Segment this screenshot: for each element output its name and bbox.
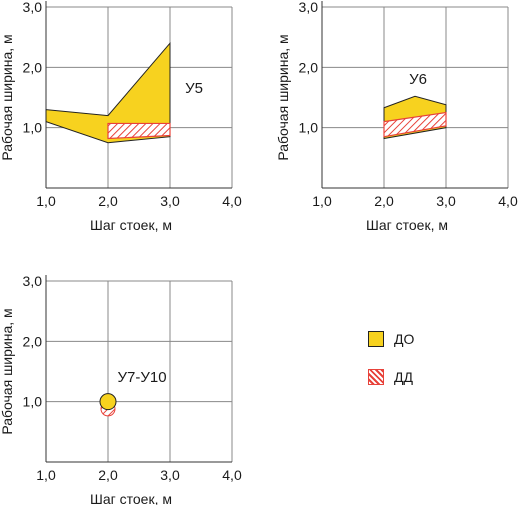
- series-area-dd: [383, 111, 447, 138]
- y-tick-label: 1,0: [23, 120, 43, 136]
- x-axis-title: Шаг стоек, м: [366, 217, 448, 233]
- x-tick-label: 4,0: [222, 193, 242, 209]
- legend-label-do: ДО: [394, 331, 415, 347]
- legend-label-dd: ДД: [394, 369, 413, 385]
- panel-label: У6: [409, 71, 427, 88]
- x-tick-label: 2,0: [374, 193, 394, 209]
- x-tick-label: 1,0: [36, 193, 56, 209]
- legend-swatch-dd: [368, 369, 384, 385]
- legend-item-dd: ДД: [368, 369, 413, 385]
- panel-label: У5: [185, 80, 203, 97]
- x-tick-label: 2,0: [98, 193, 118, 209]
- series-area-dd: [107, 122, 171, 140]
- panel-label: У7-У10: [117, 369, 166, 386]
- chart-panel-2: [321, 1, 509, 189]
- y-tick-label: 2,0: [23, 333, 43, 349]
- y-tick-label: 1,0: [23, 394, 43, 410]
- y-tick-label: 3,0: [23, 0, 43, 15]
- y-tick-label: 2,0: [299, 59, 319, 75]
- x-tick-label: 2,0: [98, 467, 118, 483]
- series-area-do: [45, 41, 171, 144]
- y-tick-label: 1,0: [299, 120, 319, 136]
- x-tick-label: 1,0: [36, 467, 56, 483]
- y-tick-label: 3,0: [299, 0, 319, 15]
- y-axis-title: Рабочая ширина, м: [0, 308, 15, 434]
- x-axis-title: Шаг стоек, м: [90, 491, 172, 505]
- chart-panel-3: [45, 275, 233, 463]
- y-axis-title: Рабочая ширина, м: [0, 34, 15, 160]
- x-tick-label: 4,0: [498, 193, 518, 209]
- x-tick-label: 3,0: [160, 193, 180, 209]
- x-tick-label: 4,0: [222, 467, 242, 483]
- x-tick-label: 3,0: [160, 467, 180, 483]
- legend-item-do: ДО: [368, 331, 414, 347]
- series-point-do: [99, 393, 117, 411]
- y-axis-title: Рабочая ширина, м: [275, 34, 291, 160]
- y-tick-label: 2,0: [23, 59, 43, 75]
- x-tick-label: 1,0: [312, 193, 332, 209]
- y-tick-label: 3,0: [23, 273, 43, 289]
- x-tick-label: 3,0: [436, 193, 456, 209]
- legend-swatch-do: [368, 331, 384, 347]
- chart-panel-1: [45, 1, 233, 189]
- x-axis-title: Шаг стоек, м: [90, 217, 172, 233]
